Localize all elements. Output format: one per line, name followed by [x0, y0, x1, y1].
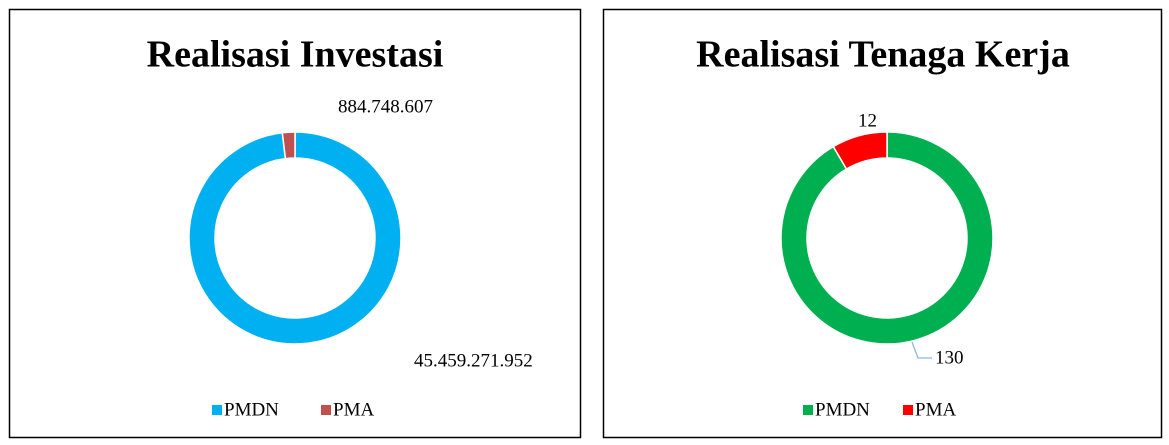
donut-slice: [188, 131, 402, 345]
data-label: 130: [935, 347, 964, 368]
legend-swatch: [803, 405, 813, 415]
data-label: 45.459.271.952: [414, 350, 533, 371]
legend-label: PMDN: [815, 399, 870, 420]
panel: [8, 8, 582, 439]
data-label: 884.748.607: [338, 96, 433, 117]
donut-slice: [281, 131, 296, 160]
leader-line: [911, 341, 932, 359]
legend-label: PMDN: [224, 399, 279, 420]
data-label: 12: [858, 110, 877, 131]
legend-swatch: [903, 405, 913, 415]
chart-title: Realisasi Tenaga Kerja: [696, 34, 1070, 76]
chart-title: Realisasi Investasi: [147, 34, 444, 76]
legend-swatch: [212, 405, 222, 415]
legend-swatch: [321, 405, 331, 415]
legend-label: PMA: [915, 399, 956, 420]
legend-label: PMA: [333, 399, 374, 420]
panel: [602, 8, 1163, 439]
donut-slice: [780, 131, 994, 345]
donut-slice: [832, 131, 888, 171]
